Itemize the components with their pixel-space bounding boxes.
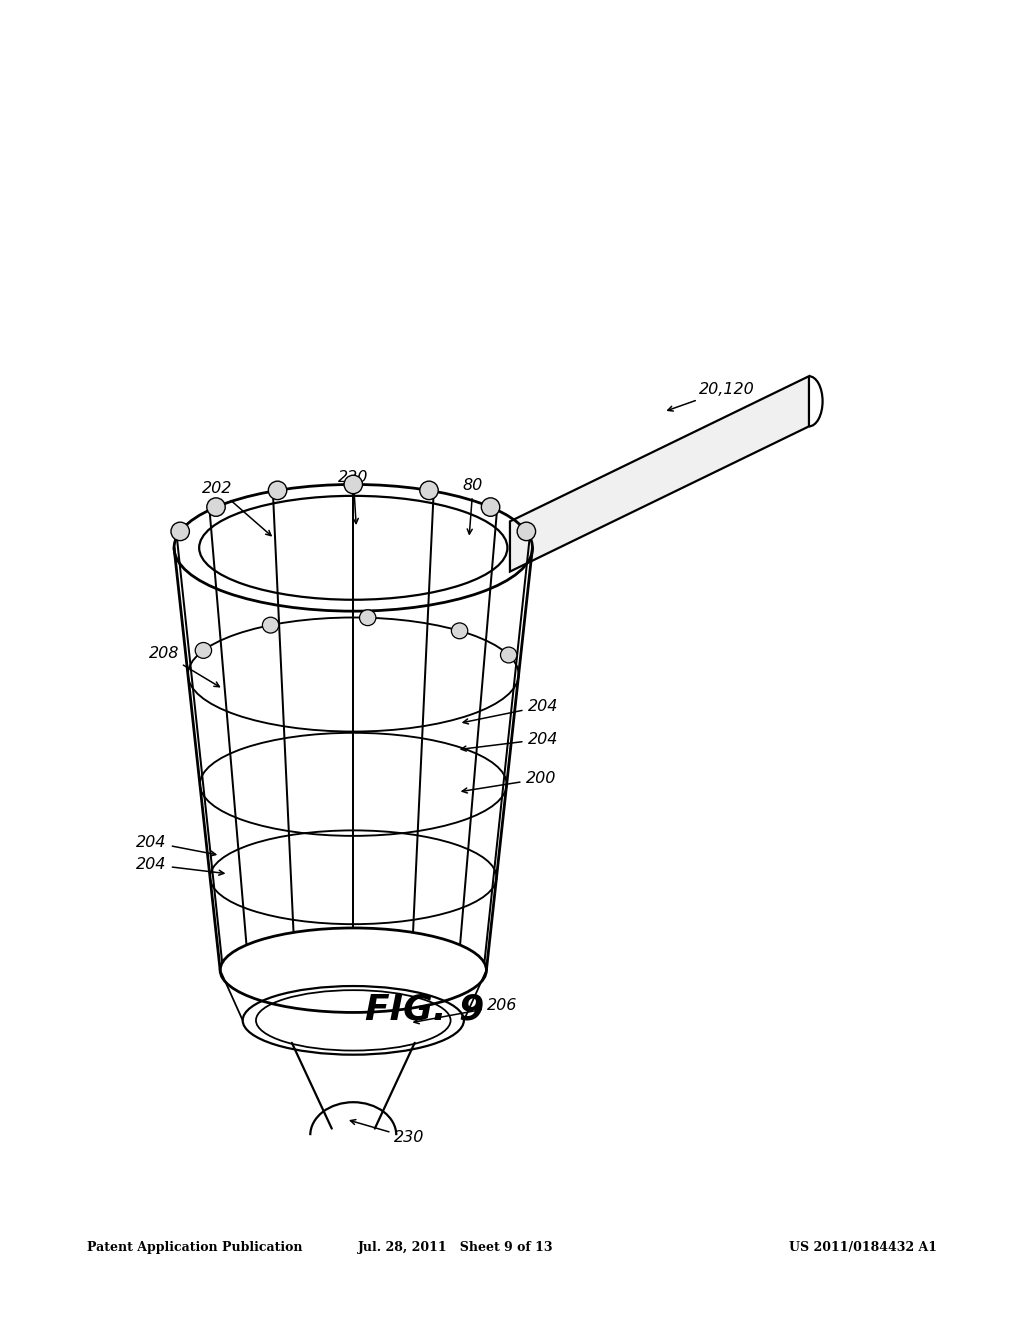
Ellipse shape bbox=[196, 643, 212, 659]
Ellipse shape bbox=[481, 498, 500, 516]
Ellipse shape bbox=[517, 523, 536, 541]
Text: 204: 204 bbox=[461, 731, 558, 751]
Text: 204: 204 bbox=[463, 698, 558, 723]
Text: 202: 202 bbox=[202, 480, 271, 536]
Ellipse shape bbox=[262, 618, 279, 634]
Text: 204: 204 bbox=[136, 857, 224, 875]
Text: Patent Application Publication: Patent Application Publication bbox=[87, 1241, 302, 1254]
Ellipse shape bbox=[268, 480, 287, 499]
Text: 208: 208 bbox=[148, 645, 219, 686]
Text: 230: 230 bbox=[350, 1119, 425, 1146]
Ellipse shape bbox=[452, 623, 468, 639]
Ellipse shape bbox=[207, 498, 225, 516]
Ellipse shape bbox=[501, 647, 517, 663]
Text: FIG. 9: FIG. 9 bbox=[366, 993, 484, 1027]
Text: 80: 80 bbox=[463, 478, 483, 535]
Ellipse shape bbox=[171, 523, 189, 541]
Text: 200: 200 bbox=[462, 771, 556, 793]
Text: 206: 206 bbox=[414, 998, 517, 1024]
Text: 220: 220 bbox=[338, 470, 369, 524]
Polygon shape bbox=[510, 376, 809, 572]
Text: 204: 204 bbox=[136, 834, 216, 857]
Ellipse shape bbox=[420, 480, 438, 499]
Text: US 2011/0184432 A1: US 2011/0184432 A1 bbox=[788, 1241, 937, 1254]
Text: Jul. 28, 2011   Sheet 9 of 13: Jul. 28, 2011 Sheet 9 of 13 bbox=[358, 1241, 553, 1254]
Ellipse shape bbox=[344, 475, 362, 494]
Text: 20,120: 20,120 bbox=[668, 381, 755, 411]
Ellipse shape bbox=[359, 610, 376, 626]
